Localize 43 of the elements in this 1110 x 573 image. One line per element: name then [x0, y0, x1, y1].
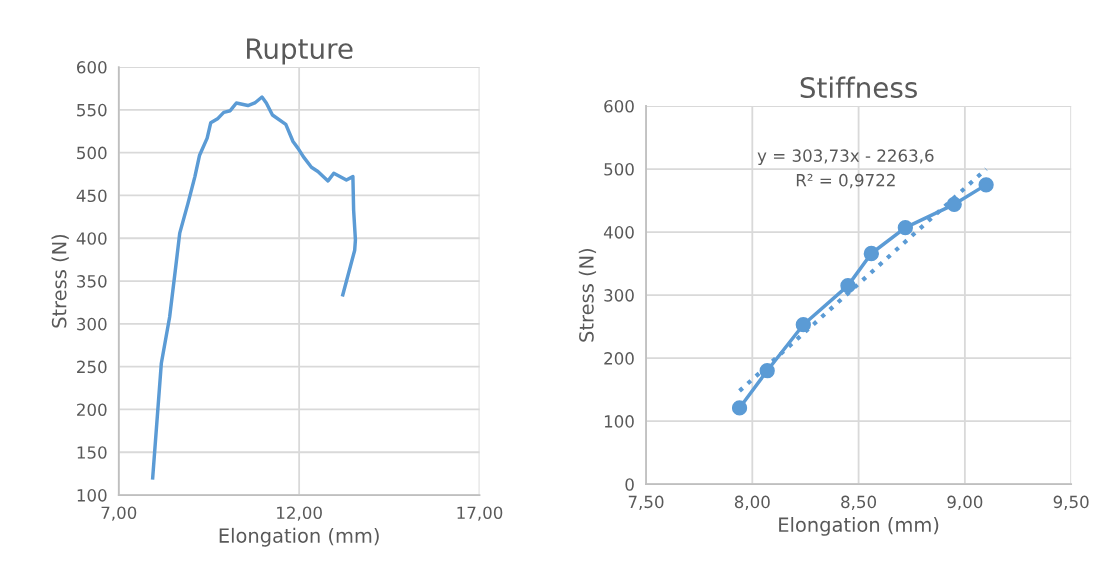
y-tick-label: 100: [77, 489, 107, 502]
y-tick-label: 250: [77, 360, 107, 374]
y-tick-label: 600: [604, 99, 634, 113]
line-series: [150, 95, 358, 480]
x-tick-label: 17,00: [457, 506, 503, 521]
y-tick-label: 500: [604, 163, 634, 176]
y-tick-label: 450: [76, 189, 107, 203]
y-tick-label: 200: [77, 403, 107, 417]
y-tick-label: 550: [77, 103, 107, 117]
y-axis-title: Stress (N): [51, 234, 69, 328]
annotation: R² = 0,9722: [796, 173, 895, 189]
chart-title: Rupture: [247, 38, 353, 65]
y-tick-label: 400: [76, 232, 107, 245]
x-tick-label: 9,00: [947, 495, 983, 510]
y-tick-label: 300: [77, 317, 107, 331]
point: [863, 245, 879, 262]
y-tick-label: 150: [77, 446, 107, 459]
y-axis-title: Stress (N): [578, 248, 597, 342]
point: [795, 317, 811, 333]
y-tick-label: 100: [604, 415, 634, 428]
x-tick-label: 8,50: [841, 495, 877, 510]
y-tick-label: 600: [77, 61, 107, 74]
y-tick-label: 200: [604, 352, 634, 365]
y-tick-label: 0: [625, 478, 634, 491]
x-tick-label: 7,00: [101, 506, 137, 521]
point: [731, 400, 748, 416]
point: [759, 363, 775, 379]
y-tick-label: 400: [603, 226, 634, 239]
x-axis-title: Elongation (mm): [219, 527, 379, 547]
y-tick-label: 300: [604, 289, 634, 302]
x-axis-title: Elongation (mm): [779, 516, 939, 536]
x-tick-label: 7,50: [628, 495, 664, 510]
x-tick-label: 12,00: [277, 506, 322, 521]
y-tick-label: 500: [77, 146, 107, 160]
point: [840, 278, 856, 294]
x-tick-label: 9,50: [1053, 495, 1089, 510]
annotation: y = 303,73x - 2263,6: [757, 149, 934, 166]
point: [897, 220, 913, 236]
chart-title: Stiffness: [800, 76, 917, 99]
point: [978, 177, 994, 193]
y-tick-label: 350: [77, 275, 107, 288]
x-tick-label: 8,00: [734, 495, 770, 510]
point: [946, 196, 962, 212]
